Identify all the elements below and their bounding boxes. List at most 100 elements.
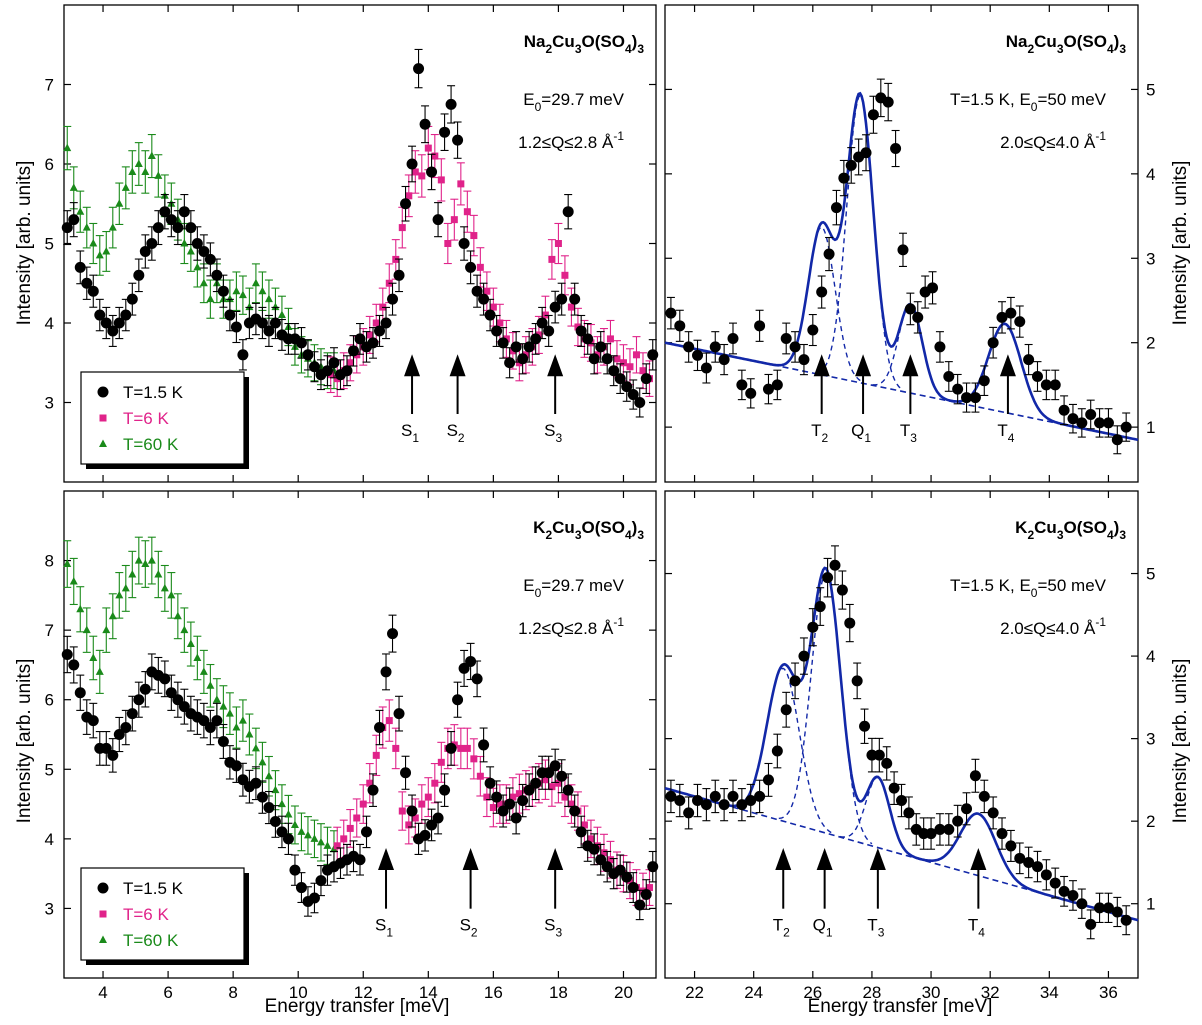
data-point <box>413 63 424 74</box>
y-tick-label: 5 <box>1146 565 1155 584</box>
data-point <box>727 791 738 802</box>
arrow-head <box>970 848 986 870</box>
data-point <box>470 232 477 239</box>
data-point <box>187 640 195 648</box>
arrow-label: T4 <box>997 421 1014 445</box>
y-tick-label: 4 <box>45 314 54 333</box>
data-point <box>387 628 398 639</box>
data-point <box>180 626 188 634</box>
data-point <box>146 238 157 249</box>
panel-bottom-right: 1234522 24 26 28 30 32 34 36T2 Q1 T3 T4K2Cu3O(SO4)… <box>665 491 1155 1002</box>
data-point <box>719 799 730 810</box>
data-point <box>368 785 379 796</box>
data-point <box>934 341 945 352</box>
arrow-head <box>463 848 479 870</box>
data-point <box>798 354 809 365</box>
y-axis-label-bottom-right: Intensity [arb. units] <box>1170 659 1191 824</box>
data-point <box>790 341 801 352</box>
data-point <box>1005 308 1016 319</box>
data-point <box>258 758 266 766</box>
data-point <box>386 717 393 724</box>
q-range-annotation: 1.2≤Q≤2.8 Å-1 <box>518 615 624 638</box>
data-point <box>302 349 313 360</box>
arrow-label: S1 <box>401 421 419 445</box>
y-tick-label: 5 <box>45 235 54 254</box>
y-tick-label: 1 <box>1146 895 1155 914</box>
data-point <box>193 653 201 661</box>
data-point <box>459 238 470 249</box>
data-point <box>781 333 792 344</box>
data-point <box>607 335 614 342</box>
data-point <box>127 294 138 305</box>
data-point <box>70 183 78 191</box>
data-point <box>568 304 575 311</box>
data-point <box>278 311 286 319</box>
data-point <box>1050 878 1061 889</box>
data-point <box>296 882 307 893</box>
x-tick-label: 36 <box>1099 983 1118 1002</box>
panel-top-right: 12345T2 Q1 T3 T4Na2Cu3O(SO4)3T=1.5 K, E0=50… <box>665 5 1155 482</box>
data-point <box>561 272 568 279</box>
data-point <box>781 704 792 715</box>
arrow-head <box>378 848 394 870</box>
data-point <box>115 591 123 599</box>
y-tick-label: 8 <box>45 552 54 571</box>
data-point <box>1121 422 1132 433</box>
x-tick-label: 8 <box>228 983 237 1002</box>
data-point <box>1112 434 1123 445</box>
data-point <box>366 331 373 338</box>
arrow-head <box>817 848 833 870</box>
data-point <box>315 875 326 886</box>
data-point <box>161 584 169 592</box>
arrow-head <box>814 354 830 376</box>
peak-arrow-T2: T2 <box>773 848 792 940</box>
panel-title: Na2Cu3O(SO4)3 <box>524 32 645 56</box>
data-point <box>912 312 923 323</box>
y-axis-label-bottom-left: Intensity [arb. units] <box>14 659 35 824</box>
peak-arrow-S1: S1 <box>401 354 420 445</box>
data-point <box>172 222 183 233</box>
data-point <box>897 244 908 255</box>
data-point <box>133 694 144 705</box>
data-point <box>504 799 515 810</box>
data-point <box>263 802 274 813</box>
data-point <box>1014 316 1025 327</box>
panel-title: K2Cu3O(SO4)3 <box>1015 518 1126 542</box>
data-point <box>400 767 411 778</box>
data-point <box>979 375 990 386</box>
x-tick-label: 4 <box>98 983 107 1002</box>
data-point <box>420 119 431 130</box>
y-axis-label-top-right: Intensity [arb. units] <box>1170 161 1191 326</box>
data-point <box>70 577 78 585</box>
data-point <box>232 723 240 731</box>
data-point <box>96 251 104 258</box>
data-point <box>185 222 196 233</box>
x-tick-label: 6 <box>163 983 172 1002</box>
data-point <box>852 675 863 686</box>
legend-label: T=6 K <box>123 409 169 428</box>
q-range-annotation: 1.2≤Q≤2.8 Å-1 <box>518 129 624 152</box>
data-point <box>1050 379 1061 390</box>
data-point <box>477 773 484 780</box>
data-point <box>213 695 221 703</box>
data-point <box>439 785 450 796</box>
data-point <box>68 214 79 225</box>
arrow-label: T3 <box>900 421 917 445</box>
data-point <box>483 288 490 295</box>
data-point <box>464 745 471 752</box>
data-point <box>943 824 954 835</box>
data-point <box>639 367 646 374</box>
data-point <box>438 759 445 766</box>
panel-title: Na2Cu3O(SO4)3 <box>1006 32 1127 56</box>
legend: T=1.5 KT=6 KT=60 K <box>81 868 249 965</box>
data-point <box>425 145 432 152</box>
legend-marker <box>100 415 107 422</box>
data-point <box>83 223 91 231</box>
data-point <box>128 570 136 578</box>
data-point <box>237 349 248 360</box>
x-tick-label: 22 <box>685 983 704 1002</box>
data-point <box>328 357 339 368</box>
data-point <box>816 287 827 298</box>
data-point <box>89 239 97 247</box>
data-point <box>1023 354 1034 365</box>
